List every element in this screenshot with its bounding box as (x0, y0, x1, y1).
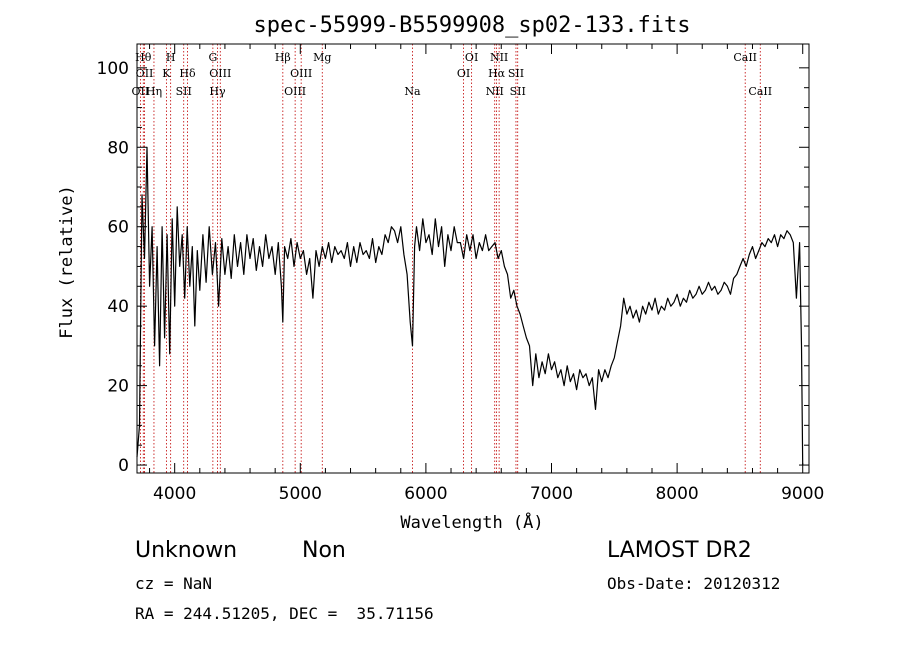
y-tick-label: 100 (97, 59, 129, 79)
line-marker-label: OII (136, 67, 154, 80)
line-marker-label: OI (465, 51, 478, 64)
plot-frame (136, 43, 810, 474)
y-tick-label: 20 (107, 377, 129, 397)
chart-title: spec-55999-B5599908_sp02-133.fits (253, 13, 690, 38)
line-marker-label: H (166, 51, 176, 64)
line-marker-label: Mg (313, 51, 331, 64)
line-marker-label: OI (457, 67, 470, 80)
line-marker-label: SII (176, 85, 192, 98)
line-marker-label: OII (132, 85, 150, 98)
line-marker-label: Hη (146, 85, 162, 98)
x-tick-label: 6000 (404, 484, 447, 504)
line-marker-label: G (208, 51, 217, 64)
x-tick-label: 8000 (655, 484, 698, 504)
x-tick-label: 4000 (153, 484, 196, 504)
emission-line-labels: OIIHθOIIHηKHSIIHδGHγOIIIHβOIIIOIIIMgNaOI… (132, 51, 773, 98)
line-marker-label: OIII (284, 85, 306, 98)
line-marker-label: CaII (733, 51, 757, 64)
y-tick-label: 40 (107, 297, 129, 317)
line-marker-label: SII (510, 85, 526, 98)
x-tick-label: 5000 (279, 484, 322, 504)
y-axis-label: Flux (relative) (57, 185, 77, 339)
line-marker-label: NII (486, 85, 504, 98)
line-marker-label: OIII (290, 67, 312, 80)
x-tick-label: 7000 (530, 484, 573, 504)
line-marker-label: Hα (488, 67, 506, 80)
line-marker-label: CaII (748, 85, 772, 98)
line-marker-label: Hβ (275, 51, 291, 64)
object-subclass: Non (302, 538, 346, 563)
line-marker-label: Hθ (135, 51, 152, 64)
line-marker-label: NII (490, 51, 508, 64)
y-tick-label: 60 (107, 218, 129, 238)
x-axis-label: Wavelength (Å) (400, 511, 543, 533)
line-marker-label: SII (508, 67, 524, 80)
emission-line-markers (139, 44, 761, 473)
y-tick-label: 0 (118, 456, 129, 476)
y-tick-label: 80 (107, 138, 129, 158)
line-marker-label: Hδ (179, 67, 196, 80)
line-marker-label: K (162, 67, 171, 80)
redshift-cz: cz = NaN (135, 574, 213, 593)
survey-name: LAMOST DR2 (607, 538, 752, 563)
line-marker-label: Na (404, 85, 421, 98)
line-marker-label: OIII (209, 67, 231, 80)
line-marker-label: Hγ (209, 85, 226, 98)
observation-date: Obs-Date: 20120312 (607, 574, 781, 593)
x-tick-label: 9000 (781, 484, 824, 504)
object-class: Unknown (135, 538, 238, 563)
coordinates: RA = 244.51205, DEC = 35.71156 (135, 604, 434, 623)
axis-ticks: 4000 5000 6000 7000 8000 9000 0 20 40 60 80 100 (97, 44, 824, 504)
spectrum-line (136, 146, 804, 466)
